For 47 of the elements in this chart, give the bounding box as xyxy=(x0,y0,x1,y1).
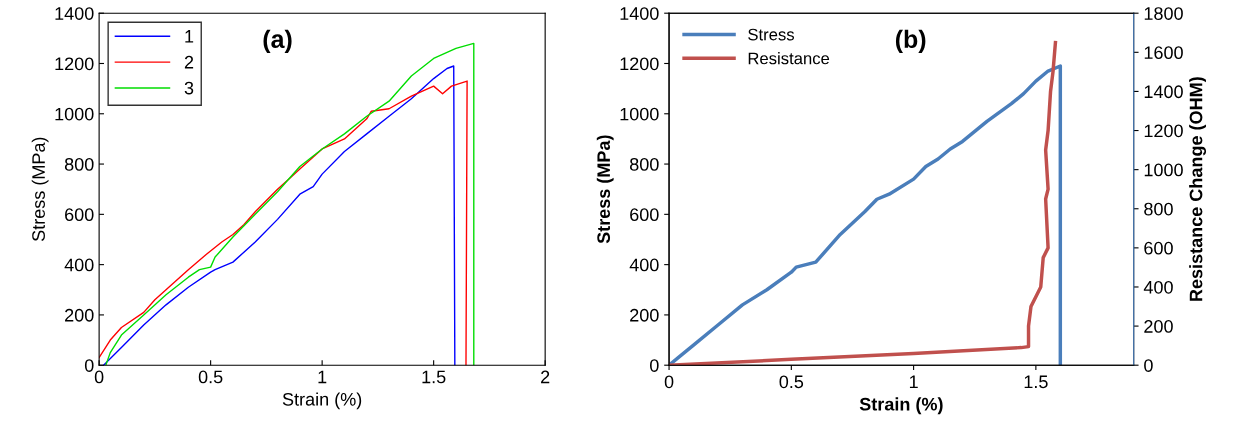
y2-tick-label: 1200 xyxy=(1144,124,1183,138)
y-tick-label: 600 xyxy=(630,208,659,222)
x-tick-label: 0 xyxy=(664,375,674,389)
y-tick-label: 1200 xyxy=(55,57,94,71)
y-tick-label: 1000 xyxy=(620,107,659,121)
y-tick-label: 800 xyxy=(64,157,94,171)
y-tick-label: 400 xyxy=(629,258,659,272)
legend-label: 1 xyxy=(185,30,194,43)
y-tick-label: 600 xyxy=(65,208,94,222)
y-tick-label: 0 xyxy=(84,359,94,372)
legend-label: Resistance xyxy=(748,52,830,65)
y2-tick-label: 1000 xyxy=(1144,163,1183,177)
y2-tick-label: 800 xyxy=(1144,202,1173,216)
y-axis-title: Stress (MPa) xyxy=(31,137,49,242)
y-tick-label: 1400 xyxy=(55,7,94,20)
y-axis-title: Stress (MPa) xyxy=(596,135,614,244)
x-tick-label: 1 xyxy=(909,375,918,389)
y2-tick-label: 400 xyxy=(1143,280,1173,294)
y2-tick-label: 1800 xyxy=(1144,7,1183,20)
x-tick-label: 1.5 xyxy=(1024,375,1048,389)
text: (a) xyxy=(263,29,292,54)
x-axis-title: Strain (%) xyxy=(859,397,943,415)
y2-tick-label: 0 xyxy=(1144,359,1153,372)
y2-tick-label: 1400 xyxy=(1144,85,1183,99)
legend-label: 2 xyxy=(184,55,194,69)
y-tick-label: 0 xyxy=(650,359,659,372)
y-tick-label: 200 xyxy=(630,308,659,322)
x-tick-label: 0.5 xyxy=(198,370,223,384)
x-axis-title: Strain (%) xyxy=(282,392,362,410)
legend-label: Stress xyxy=(748,28,795,41)
x-tick-label: 0 xyxy=(94,370,104,384)
x-tick-label: 2 xyxy=(541,370,550,384)
y2-tick-label: 600 xyxy=(1144,241,1173,255)
y-tick-label: 800 xyxy=(630,157,659,171)
y-tick-label: 1000 xyxy=(55,107,94,121)
text: (b) xyxy=(895,29,926,54)
y-tick-label: 1400 xyxy=(620,7,659,20)
x-tick-label: 1 xyxy=(318,370,327,384)
y2-axis-title: Resistance Change (OHM) xyxy=(1189,77,1207,301)
x-tick-label: 0.5 xyxy=(779,375,804,389)
y2-tick-label: 200 xyxy=(1144,320,1173,333)
y-tick-label: 400 xyxy=(64,258,94,272)
y-tick-label: 200 xyxy=(65,308,94,322)
legend-label: 3 xyxy=(184,81,194,95)
y2-tick-label: 1600 xyxy=(1144,46,1183,60)
x-tick-label: 1.5 xyxy=(422,370,446,384)
y-tick-label: 1200 xyxy=(620,57,659,71)
